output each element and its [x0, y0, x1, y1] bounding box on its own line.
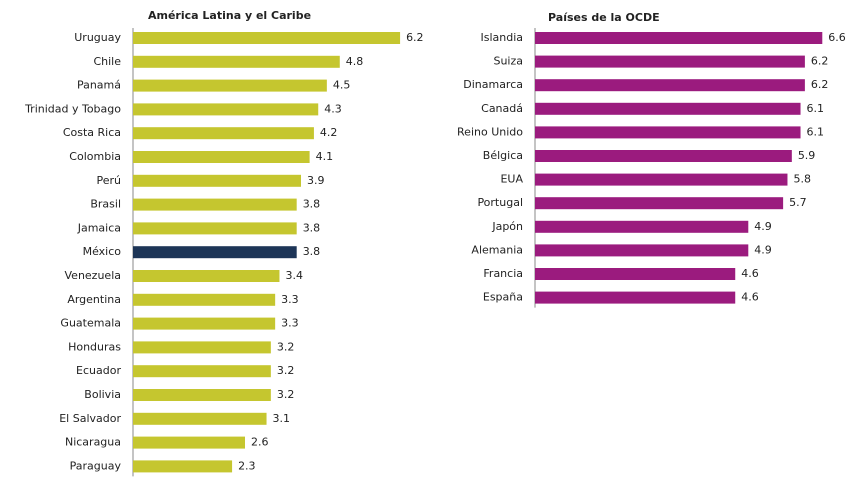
category-label: Trinidad y Tobago — [24, 102, 121, 115]
value-label: 4.5 — [333, 79, 351, 92]
category-label: Guatemala — [60, 317, 121, 330]
bar — [133, 198, 297, 211]
value-label: 5.8 — [793, 173, 811, 186]
value-label: 3.9 — [307, 174, 325, 187]
value-label: 3.2 — [277, 364, 295, 377]
category-label: Bolivia — [84, 388, 121, 401]
category-label: México — [83, 245, 122, 258]
value-label: 3.2 — [277, 388, 295, 401]
bar — [133, 246, 297, 259]
bar — [133, 412, 267, 425]
bar — [133, 103, 319, 116]
value-label: 4.3 — [324, 102, 342, 115]
bar — [133, 317, 276, 330]
category-label: Costa Rica — [63, 126, 121, 139]
category-label: Bélgica — [483, 149, 523, 162]
category-label: EUA — [500, 173, 523, 186]
bar — [133, 365, 271, 378]
category-label: España — [483, 291, 523, 304]
value-label: 4.1 — [316, 150, 334, 163]
category-label: Colombia — [69, 150, 121, 163]
bar — [133, 32, 401, 44]
category-label: Portugal — [477, 196, 523, 209]
value-label: 2.6 — [251, 436, 269, 449]
bar — [133, 127, 314, 140]
value-label: 5.7 — [789, 196, 807, 209]
value-label: 3.8 — [303, 245, 321, 258]
category-label: Uruguay — [74, 31, 121, 44]
category-label: Alemania — [471, 243, 523, 256]
category-label: Paraguay — [70, 459, 122, 472]
category-label: Japón — [491, 220, 523, 233]
category-label: Dinamarca — [463, 78, 523, 91]
value-label: 4.6 — [741, 267, 759, 280]
value-label: 4.9 — [754, 243, 772, 256]
value-label: 2.3 — [238, 459, 256, 472]
value-label: 3.2 — [277, 340, 295, 353]
bar — [535, 126, 801, 139]
value-label: 6.1 — [807, 102, 825, 115]
category-label: Chile — [93, 55, 121, 68]
bar — [133, 436, 245, 449]
bar — [133, 222, 297, 235]
value-label: 6.2 — [811, 78, 829, 91]
bar — [535, 102, 801, 115]
value-label: 5.9 — [798, 149, 816, 162]
value-label: 6.2 — [406, 31, 424, 44]
value-label: 3.8 — [303, 198, 321, 211]
category-label: El Salvador — [59, 412, 121, 425]
category-label: Perú — [96, 174, 121, 187]
bar — [535, 244, 749, 257]
category-label: Ecuador — [76, 364, 121, 377]
bar — [535, 173, 788, 186]
category-label: Venezuela — [65, 269, 122, 282]
chart-title: América Latina y el Caribe — [148, 9, 311, 22]
value-label: 6.6 — [828, 31, 846, 44]
value-label: 6.1 — [807, 125, 825, 138]
value-label: 4.6 — [741, 291, 759, 304]
value-label: 3.3 — [281, 317, 299, 330]
value-label: 4.8 — [346, 55, 364, 68]
bar — [535, 55, 805, 68]
value-label: 6.2 — [811, 55, 829, 68]
bar — [535, 150, 792, 162]
bar — [535, 197, 784, 210]
value-label: 3.4 — [285, 269, 303, 282]
category-label: Jamaica — [77, 221, 121, 234]
value-label: 3.8 — [303, 221, 321, 234]
bar — [133, 460, 233, 473]
bar — [535, 79, 805, 92]
bar — [133, 341, 271, 354]
bar — [535, 32, 823, 44]
bar — [133, 389, 271, 401]
bar — [133, 293, 276, 306]
bar — [133, 151, 310, 163]
category-label: Brasil — [90, 198, 121, 211]
bar — [133, 270, 280, 282]
category-label: Reino Unido — [457, 125, 523, 138]
category-label: Francia — [483, 267, 523, 280]
category-label: Nicaragua — [65, 436, 121, 449]
chart-title: Países de la OCDE — [548, 11, 660, 24]
category-label: Panamá — [77, 79, 121, 92]
bar — [535, 220, 749, 233]
bar — [133, 79, 327, 92]
bar — [133, 55, 340, 68]
value-label: 3.3 — [281, 293, 299, 306]
bar — [133, 174, 301, 187]
value-label: 4.2 — [320, 126, 338, 139]
value-label: 4.9 — [754, 220, 772, 233]
category-label: Islandia — [480, 31, 523, 44]
category-label: Argentina — [67, 293, 121, 306]
category-label: Honduras — [68, 340, 121, 353]
category-label: Canadá — [481, 102, 523, 115]
bar — [535, 291, 736, 304]
category-label: Suiza — [493, 55, 523, 68]
bar — [535, 268, 736, 280]
value-label: 3.1 — [273, 412, 291, 425]
